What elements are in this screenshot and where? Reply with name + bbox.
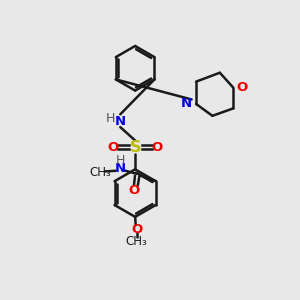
Text: N: N: [115, 162, 126, 175]
Text: N: N: [181, 98, 192, 110]
Text: O: O: [107, 140, 118, 154]
Text: CH₃: CH₃: [126, 235, 148, 248]
Text: CH₃: CH₃: [90, 167, 112, 179]
Text: S: S: [129, 140, 141, 154]
Text: N: N: [115, 115, 126, 128]
Text: H: H: [116, 154, 125, 166]
Text: O: O: [128, 184, 140, 196]
Text: O: O: [152, 140, 163, 154]
Text: O: O: [236, 81, 247, 94]
Text: H: H: [106, 112, 115, 125]
Text: O: O: [131, 223, 142, 236]
